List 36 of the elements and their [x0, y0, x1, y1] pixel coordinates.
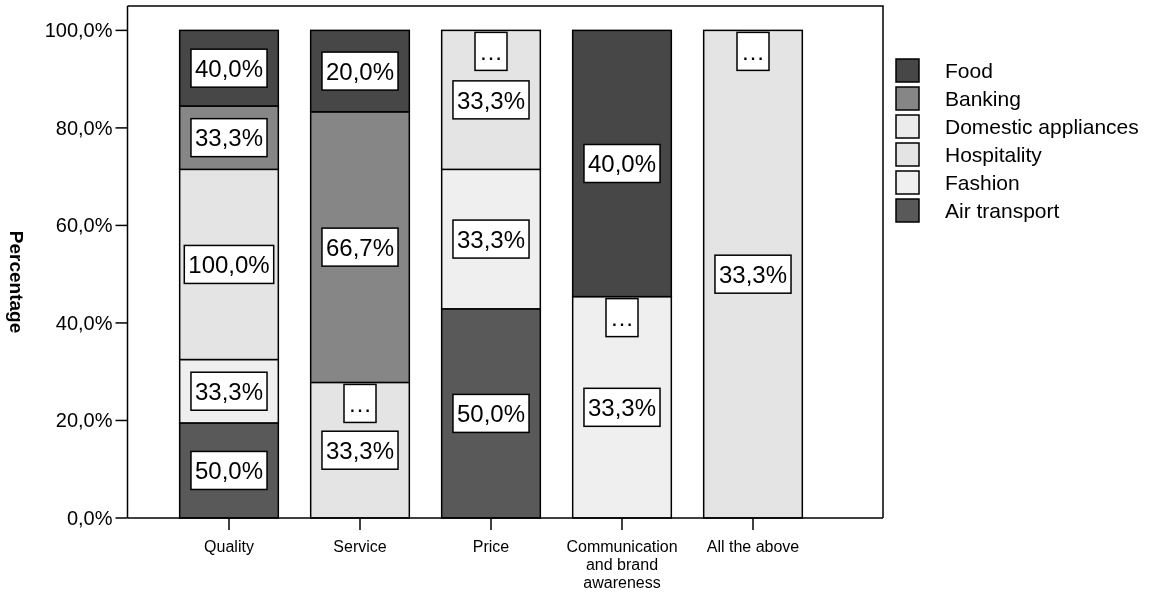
y-tick-label: 0,0% [66, 507, 113, 529]
annotation: … [610, 304, 634, 332]
annotation: 40,0% [194, 54, 264, 82]
x-tick-label: All the above [706, 538, 800, 555]
annotation: 33,3% [194, 377, 264, 405]
legend-label: Fashion [945, 170, 1020, 194]
annotation: 20,0% [325, 57, 395, 85]
annotation: … [348, 390, 372, 418]
annotation: … [741, 38, 765, 66]
annotation: 40,0% [587, 150, 657, 178]
legend-label: Food [945, 58, 993, 82]
legend-label: Domestic appliances [945, 114, 1139, 138]
x-tick-label: Quality [204, 538, 254, 555]
annotation: 50,0% [194, 457, 264, 485]
annotation: 33,3% [718, 260, 788, 288]
annotation: 66,7% [325, 233, 395, 261]
annotation: 100,0% [188, 251, 270, 279]
legend-label: Hospitality [945, 142, 1043, 166]
x-tick-label: Service [333, 538, 387, 555]
y-tick-label: 80,0% [55, 116, 113, 139]
y-tick-label: 20,0% [55, 409, 113, 432]
annotation: 33,3% [194, 124, 264, 152]
y-tick-label: 40,0% [55, 311, 113, 334]
annotation: 50,0% [456, 400, 526, 428]
annotation: 33,3% [456, 225, 526, 253]
x-tick-label: Price [472, 538, 510, 555]
y-axis-title: Percentage [6, 230, 28, 334]
annotation: 33,3% [325, 436, 395, 464]
legend-label: Banking [945, 86, 1021, 110]
y-tick-label: 60,0% [55, 214, 113, 237]
y-tick-label: 100,0% [44, 19, 113, 42]
legend-label: Air transport [945, 198, 1060, 222]
annotation: 33,3% [456, 86, 526, 114]
annotation: 33,3% [587, 393, 657, 421]
x-tick-label: Communication and brand awareness [566, 538, 678, 591]
annotation: … [479, 38, 503, 66]
